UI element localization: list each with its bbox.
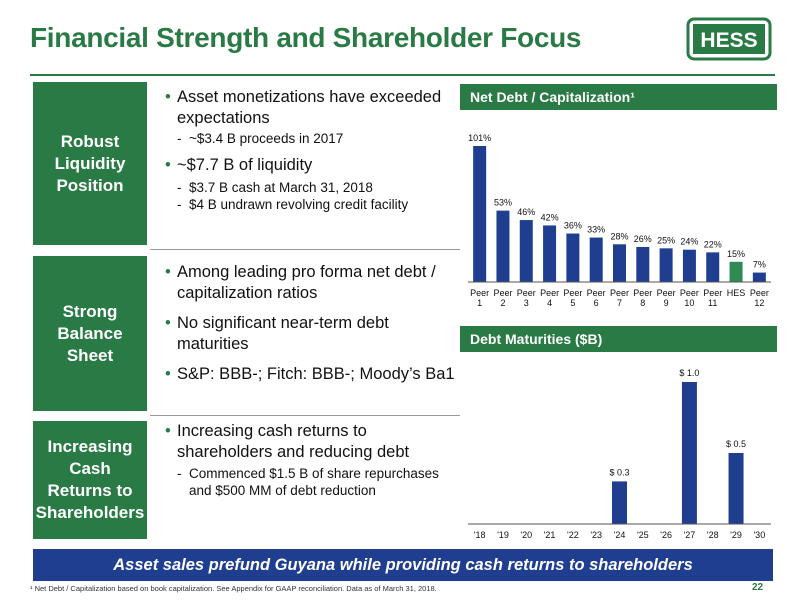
data-label: $ 0.5 xyxy=(726,439,746,449)
bar-peer-10 xyxy=(682,249,696,282)
category-label: '23 xyxy=(590,530,602,540)
data-label: 26% xyxy=(634,234,652,244)
category-label: Peer 6 xyxy=(587,288,606,308)
category-label: Peer 1 xyxy=(470,288,489,308)
bullet-cash-returns: • Increasing cash returns to shareholders… xyxy=(165,422,410,461)
chart-title-net-debt: Net Debt / Capitalization¹ xyxy=(460,84,777,110)
category-label: '20 xyxy=(520,530,532,540)
section-divider xyxy=(150,249,460,250)
data-label: 42% xyxy=(541,212,559,222)
data-label: 36% xyxy=(564,221,582,231)
net-debt-capitalization-chart: 101% Peer 1 53% Peer 2 46% Peer 3 42% Peer 4 36% Peer… xyxy=(468,133,771,308)
section-divider xyxy=(150,415,460,416)
data-label: 28% xyxy=(610,231,628,241)
category-label: '27 xyxy=(684,530,696,540)
category-label: '18 xyxy=(474,530,486,540)
sub-bullet-revolver: - $4 B undrawn revolving credit facility xyxy=(177,197,409,212)
category-label: '28 xyxy=(707,530,719,540)
category-label: Peer 9 xyxy=(657,288,676,308)
bar-peer-5 xyxy=(566,233,580,282)
bar-peer-9 xyxy=(659,248,673,282)
data-label: 25% xyxy=(657,235,675,245)
data-label: 53% xyxy=(494,198,512,208)
bar-peer-1 xyxy=(473,146,487,282)
bar-peer-6 xyxy=(589,237,603,282)
category-label: '21 xyxy=(544,530,556,540)
bar-y27 xyxy=(681,382,697,524)
sub-bullet-repurchases: - Commenced $1.5 B of share repurchases a… xyxy=(177,466,439,498)
chart-title-debt-maturities: Debt Maturities ($B) xyxy=(460,326,777,352)
logo-text: HESS xyxy=(700,29,757,52)
category-label: Peer 10 xyxy=(680,288,699,308)
data-label: 101% xyxy=(468,133,491,143)
category-label: Peer 3 xyxy=(517,288,536,308)
category-label: Peer 2 xyxy=(493,288,512,308)
bar-peer-3 xyxy=(519,220,533,282)
category-label: '24 xyxy=(614,530,626,540)
bullet-liquidity: • ~$7.7 B of liquidity xyxy=(165,156,313,174)
bar-y24 xyxy=(612,481,627,524)
bar-peer-7 xyxy=(613,244,626,282)
bullet-debt-ratios: • Among leading pro forma net debt / capi… xyxy=(165,263,436,302)
hess-logo: HESS xyxy=(686,17,772,61)
debt-maturities-chart: '18 '19 '20 '21 '22 '23 $ 0.3 '24 '25 '26 $ 1.0 '27… xyxy=(468,368,771,540)
category-label: Peer 11 xyxy=(703,288,722,308)
bar-peer-8 xyxy=(636,246,650,282)
bullet-near-term-maturities: • No significant near-term debt maturitie… xyxy=(165,314,389,353)
bar-hes xyxy=(729,261,743,282)
data-label: 22% xyxy=(704,239,722,249)
category-label: Peer 4 xyxy=(540,288,559,308)
category-label: '29 xyxy=(730,530,742,540)
category-label: '19 xyxy=(497,530,509,540)
data-label: $ 1.0 xyxy=(679,368,699,378)
category-label: Peer 12 xyxy=(750,288,769,308)
section-label-cash-returns: Increasing Cash Returns to Shareholders xyxy=(33,421,147,539)
footnote: ¹ Net Debt / Capitalization based on boo… xyxy=(30,584,437,593)
category-label: '30 xyxy=(753,530,765,540)
bar-peer-4 xyxy=(543,225,557,282)
bar-peer-11 xyxy=(706,252,720,282)
summary-banner: Asset sales prefund Guyana while providi… xyxy=(33,549,773,581)
sub-bullet-proceeds: - ~$3.4 B proceeds in 2017 xyxy=(177,131,344,146)
section-label-liquidity: Robust Liquidity Position xyxy=(33,82,147,245)
data-label: 33% xyxy=(587,225,605,235)
data-label: $ 0.3 xyxy=(609,467,629,477)
bullet-asset-monetizations: • Asset monetizations have exceeded expec… xyxy=(165,88,442,127)
page-title: Financial Strength and Shareholder Focus xyxy=(30,22,582,53)
page-number: 22 xyxy=(752,582,764,593)
data-label: 7% xyxy=(753,260,766,270)
bar-peer-12 xyxy=(752,272,766,282)
section-label-balance-sheet: Strong Balance Sheet xyxy=(33,256,147,411)
sub-bullet-cash: - $3.7 B cash at March 31, 2018 xyxy=(177,180,373,195)
header-rule xyxy=(30,74,775,76)
category-label: '26 xyxy=(660,530,672,540)
bar-peer-2 xyxy=(496,210,510,282)
category-label: '22 xyxy=(567,530,579,540)
category-label: Peer 5 xyxy=(563,288,582,308)
category-label: Peer 7 xyxy=(610,288,629,308)
data-label: 24% xyxy=(680,237,698,247)
category-label: HES xyxy=(727,288,746,298)
category-label: Peer 8 xyxy=(633,288,652,308)
data-label: 46% xyxy=(517,207,535,217)
bar-y29 xyxy=(728,453,744,524)
bullet-credit-ratings: • S&P: BBB-; Fitch: BBB-; Moody’s Ba1 xyxy=(165,365,455,383)
data-label: 15% xyxy=(727,249,745,259)
category-label: '25 xyxy=(637,530,649,540)
